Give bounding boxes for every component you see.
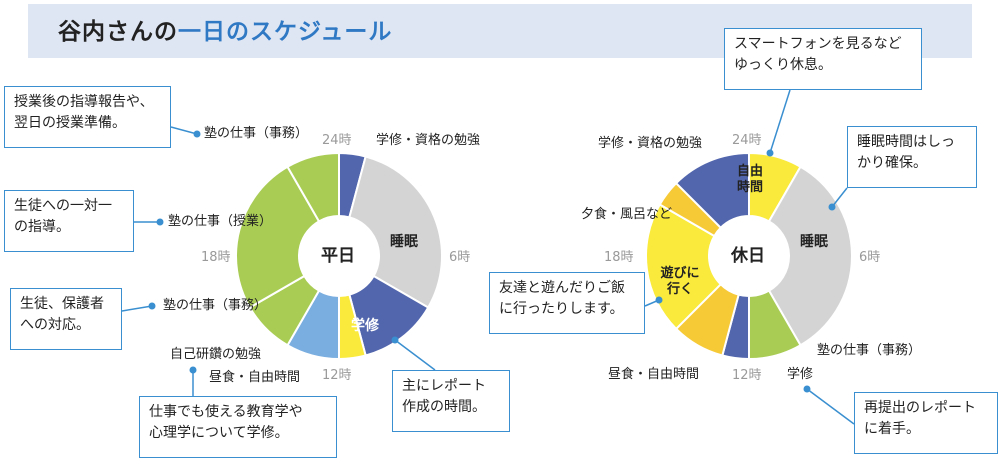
holiday-callout-friends: 友達と遊んだりご飯 に行ったりします。 [489,272,645,334]
page-title: 谷内さんの一日のスケジュール [58,12,392,46]
weekday-label-study-cert: 学修・資格の勉強 [376,133,481,148]
holiday-label-dinner: 夕食・風呂など [581,207,673,222]
holiday-callout-sleep: 睡眠時間はしっ かり確保。 [847,126,977,188]
connector-dot-1 [156,218,164,226]
weekday-label-lunch: 昼食・自由時間 [209,370,301,385]
connector-line-8 [806,388,855,425]
weekday-study-label: 学修 [351,318,379,334]
holiday-tick-12: 12時 [732,368,762,383]
weekday-tick-6: 6時 [449,250,471,265]
connector-dot-2 [148,302,156,310]
weekday-tick-24: 24時 [322,133,352,148]
weekday-tick-12: 12時 [322,368,352,383]
weekday-pie-chart [235,151,443,361]
holiday-label-office: 塾の仕事（事務） [817,343,922,358]
connector-dot-0 [193,130,201,138]
holiday-label-study-cert: 学修・資格の勉強 [598,136,703,151]
weekday-callout-education: 仕事でも使える教育学や 心理学について学修。 [139,396,337,458]
callout-connectors [121,89,855,425]
holiday-tick-18: 18時 [604,250,634,265]
holiday-callout-resubmit: 再提出のレポート に着手。 [854,392,998,454]
pie-holiday-hole [709,216,789,296]
connector-dot-3 [189,366,197,374]
weekday-callout-parents: 生徒、保護者 への対応。 [10,288,122,350]
holiday-callout-rest: スマートフォンを見るなど ゆっくり休息。 [724,28,922,90]
connector-line-6 [831,187,848,208]
connector-line-4 [394,339,436,371]
weekday-label-office-top: 塾の仕事（事務） [204,126,309,141]
connector-dot-4 [391,336,399,344]
holiday-center-label: 休日 [731,246,765,266]
weekday-callout-report: 授業後の指導報告や、 翌日の授業準備。 [4,86,171,148]
weekday-sleep-label: 睡眠 [390,234,418,250]
holiday-tick-24: 24時 [732,133,762,148]
connector-dot-8 [803,385,811,393]
connector-line-5 [769,89,791,154]
holiday-play-label: 遊びに 行く [660,266,700,297]
holiday-tick-6: 6時 [859,250,881,265]
title-part-2: 一日のスケジュール [178,19,393,45]
holiday-free-label: 自由 時間 [736,164,763,195]
weekday-callout-one-on-one: 生徒への一対一 の指導。 [4,190,134,252]
weekday-callout-study: 主にレポート 作成の時間。 [392,370,510,432]
weekday-label-self-study: 自己研鑽の勉強 [170,347,262,362]
weekday-label-office-bottom: 塾の仕事（事務） [163,298,268,313]
weekday-label-class: 塾の仕事（授業） [168,214,273,229]
weekday-tick-18: 18時 [201,250,231,265]
holiday-label-study: 学修 [787,367,814,382]
holiday-label-lunch: 昼食・自由時間 [608,367,700,382]
pie-weekday-hole [299,216,379,296]
weekday-center-label: 平日 [321,246,355,266]
connector-dot-5 [766,149,774,157]
holiday-sleep-label: 睡眠 [800,234,828,250]
connector-dot-7 [655,296,663,304]
title-part-1: 谷内さんの [58,19,178,45]
connector-line-2 [121,305,153,312]
connector-line-0 [170,126,198,135]
holiday-pie-chart [645,151,853,361]
connector-dot-6 [828,203,836,211]
